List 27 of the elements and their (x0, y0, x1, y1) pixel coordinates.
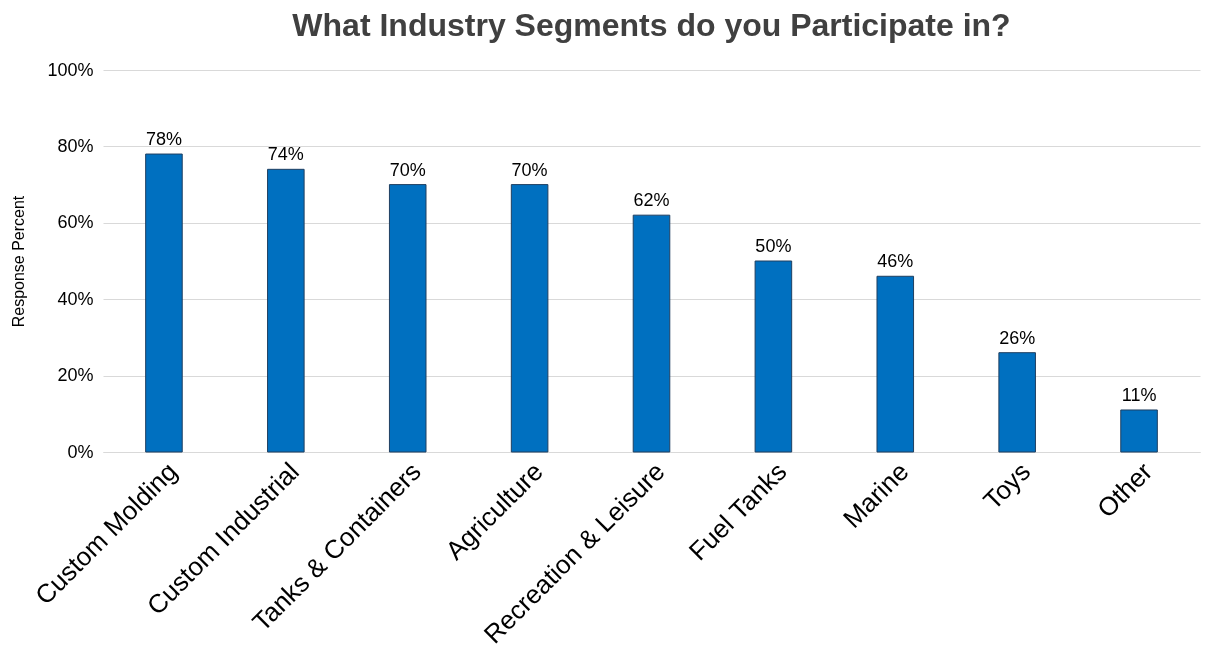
data-label: 11% (1121, 384, 1157, 405)
bar (632, 214, 671, 453)
bar (510, 184, 549, 453)
data-label: 46% (877, 251, 914, 272)
data-label: 70% (389, 159, 426, 180)
x-tick-label: Toys (977, 456, 1037, 516)
data-label: 74% (267, 144, 304, 165)
data-label: 26% (999, 327, 1036, 348)
bar (876, 275, 915, 453)
bar (754, 260, 793, 453)
bar (1120, 409, 1158, 453)
y-tick-label: 20% (57, 365, 94, 386)
bar (998, 352, 1036, 453)
y-tick-label: 0% (67, 441, 94, 462)
bar (388, 184, 427, 453)
y-tick-label: 100% (47, 59, 94, 80)
data-label: 50% (755, 236, 792, 256)
y-axis-title: Response Percent (10, 195, 28, 328)
chart-title: What Industry Segments do you Participate in? (292, 7, 1011, 43)
data-label: 78% (145, 129, 182, 150)
data-label: 70% (511, 159, 548, 180)
data-label: 62% (633, 190, 670, 211)
y-tick-label: 60% (57, 212, 94, 233)
y-tick-label: 40% (57, 288, 94, 309)
y-tick-label: 80% (57, 135, 94, 156)
bar (267, 168, 305, 453)
bar (145, 153, 183, 453)
